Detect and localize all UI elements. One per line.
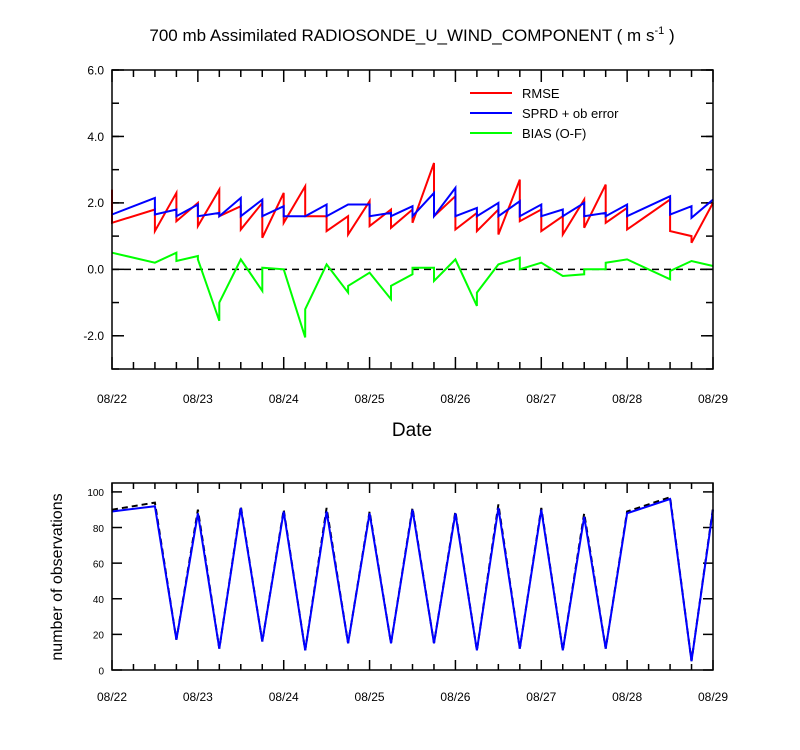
x-tick-label: 08/24: [269, 392, 299, 406]
legend-label: RMSE: [522, 86, 560, 101]
bias-o-f-line: [111, 251, 714, 338]
x-tick-label: 08/25: [355, 690, 385, 704]
x-axis-label: Date: [392, 420, 432, 441]
bottom-chart: 08/22 08/23 08/24 08/25 08/26 08/27 08/28 08/29…: [49, 482, 728, 704]
y-axis-label: number of observations: [49, 493, 66, 660]
x-tick-label: 08/28: [612, 690, 642, 704]
x-tick-label: 08/25: [355, 392, 385, 406]
y-tick-label: 40: [93, 595, 105, 606]
x-tick-label: 08/26: [440, 690, 470, 704]
plot-frame: [111, 69, 714, 370]
top-chart: 700 mb Assimilated RADIOSONDE_U_WIND_COM…: [83, 25, 728, 441]
legend-label: SPRD + ob error: [522, 106, 619, 121]
legend-label: BIAS (O-F): [522, 126, 586, 141]
x-tick-label: 08/28: [612, 392, 642, 406]
x-tick-label: 08/27: [526, 690, 556, 704]
x-tick-label: 08/22: [97, 690, 127, 704]
series-1-line: [111, 497, 714, 662]
x-tick-label: 08/27: [526, 392, 556, 406]
y-tick-label: 100: [87, 488, 104, 499]
sprd-ob-error-line: [111, 184, 714, 220]
y-tick-label: 20: [93, 631, 105, 642]
chart-title: 700 mb Assimilated RADIOSONDE_U_WIND_COM…: [149, 25, 674, 45]
plot-frame: [111, 482, 714, 671]
y-tick-label: 0.0: [87, 263, 104, 277]
x-tick-label: 08/22: [97, 392, 127, 406]
x-tick-label: 08/23: [183, 690, 213, 704]
y-tick-label: 80: [93, 524, 105, 535]
y-tick-label: 4.0: [87, 130, 104, 144]
y-tick-label: 6.0: [87, 63, 104, 77]
y-tick-label: 0: [98, 666, 104, 677]
y-tick-label: -2.0: [83, 329, 104, 343]
x-tick-label: 08/29: [698, 690, 728, 704]
bottom-plot-area: 08/22 08/23 08/24 08/25 08/26 08/27 08/28 08/29…: [87, 482, 728, 704]
series-0-line: [111, 495, 714, 662]
y-tick-label: 60: [93, 559, 105, 570]
x-tick-label: 08/23: [183, 392, 213, 406]
top-plot-area: 08/22 08/23 08/24 08/25 08/26 08/27 08/28 08/29…: [83, 63, 728, 406]
x-tick-label: 08/24: [269, 690, 299, 704]
x-tick-label: 08/29: [698, 392, 728, 406]
rmse-line: [111, 162, 714, 244]
y-tick-label: 2.0: [87, 196, 104, 210]
x-tick-label: 08/26: [440, 392, 470, 406]
